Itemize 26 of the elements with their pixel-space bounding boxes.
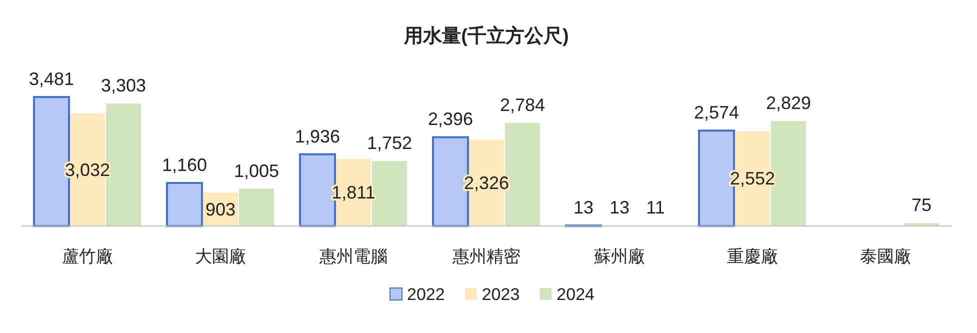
- legend-label: 2024: [556, 285, 594, 304]
- data-label: 75: [911, 195, 932, 216]
- data-label: 3,303: [100, 76, 146, 96]
- data-label: 1,752: [366, 133, 412, 154]
- x-tick-label: 惠州電腦: [318, 247, 388, 266]
- data-label: 13: [609, 198, 630, 218]
- data-label: 2,574: [694, 102, 740, 123]
- x-tick-label: 泰國廠: [860, 247, 911, 266]
- legend-label: 2022: [407, 285, 445, 304]
- data-label: 2,829: [766, 93, 812, 114]
- x-tick-label: 蘇州廠: [594, 247, 645, 266]
- x-tick-label: 重慶廠: [727, 247, 778, 266]
- x-tick-label: 蘆竹廠: [62, 247, 113, 266]
- data-label: 1,005: [234, 160, 280, 181]
- data-label: 11: [646, 198, 665, 218]
- data-label: 2,784: [500, 94, 546, 115]
- x-tick-label: 大園廠: [195, 247, 246, 266]
- data-label: 13: [573, 198, 594, 218]
- x-tick-label: 惠州精密: [452, 247, 520, 266]
- chart-title: 用水量(千立方公尺): [403, 25, 569, 47]
- legend-label: 2023: [482, 285, 520, 304]
- data-label: 1,160: [162, 155, 208, 176]
- data-label: 1,936: [294, 126, 340, 146]
- data-label: 2,396: [428, 109, 474, 130]
- data-label: 903: [205, 199, 236, 220]
- data-label: 3,481: [28, 69, 74, 89]
